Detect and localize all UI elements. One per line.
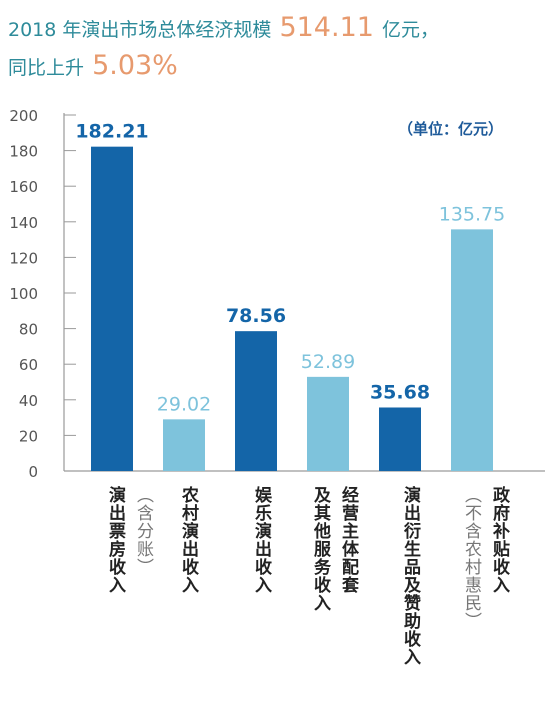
xlabel-4-text: 演出衍生品及赞助收入: [400, 486, 420, 666]
y-tick-label-2: 40: [19, 392, 38, 410]
y-tick-label-3: 60: [19, 356, 38, 374]
xlabel-5-sub-text: （不含农村惠民）: [461, 486, 481, 630]
y-tick-label-7: 140: [9, 214, 38, 232]
xlabel-3-b-text: 及其他服务收入: [310, 486, 330, 612]
xlabel-3-b: 及其他服务收入: [303, 486, 330, 612]
growth-value: 5.03%: [92, 50, 178, 81]
chart-title-line-2: 同比上升 5.03%: [8, 50, 180, 81]
xlabel-0: 演出票房收入: [98, 486, 125, 594]
bar-value-label-1: 29.02: [157, 393, 211, 415]
y-tick-label-9: 180: [9, 143, 38, 161]
bar-value-label-0: 182.21: [75, 121, 148, 143]
chart-title-line-1: 2018 年演出市场总体经济规模 514.11 亿元，: [8, 12, 439, 43]
bar-value-label-5: 135.75: [439, 203, 505, 225]
bar-5: [451, 229, 493, 471]
y-tick-label-8: 160: [9, 178, 38, 196]
xlabel-5-sub: （不含农村惠民）: [454, 486, 481, 630]
xlabel-2: 娱乐演出收入: [244, 486, 271, 594]
y-tick-label-4: 80: [19, 321, 38, 339]
xlabel-0-text: 演出票房收入: [105, 486, 125, 594]
y-tick-label-0: 0: [28, 463, 38, 481]
bar-value-label-2: 78.56: [226, 305, 286, 327]
bar-3: [307, 376, 349, 471]
y-tick-label-1: 20: [19, 427, 38, 445]
bar-4: [379, 407, 421, 471]
bar-1: [163, 419, 205, 471]
title-line2-prefix: 同比上升: [8, 57, 85, 79]
y-tick-label-6: 120: [9, 249, 38, 267]
xlabel-5-text: 政府补贴收入: [489, 486, 509, 594]
xlabel-0-sub: （含分账）: [126, 486, 153, 576]
total-value: 514.11: [279, 12, 374, 43]
xlabel-1: 农村演出收入: [171, 486, 198, 594]
xlabel-1-text: 农村演出收入: [178, 486, 198, 594]
bar-0: [91, 146, 133, 471]
bar-2: [235, 331, 277, 471]
xlabel-3-text: 经营主体配套: [338, 486, 358, 594]
xlabel-3: 经营主体配套: [331, 486, 358, 594]
title-line1-prefix: 2018 年演出市场总体经济规模: [8, 19, 272, 41]
xlabel-0-sub-text: （含分账）: [133, 486, 153, 576]
title-line1-suffix: 亿元，: [381, 19, 439, 41]
xlabel-4: 演出衍生品及赞助收入: [393, 486, 420, 666]
y-tick-label-10: 200: [9, 107, 38, 125]
unit-label: （单位：亿元）: [398, 120, 504, 138]
bar-value-label-4: 35.68: [370, 381, 430, 403]
xlabel-2-text: 娱乐演出收入: [251, 486, 271, 594]
y-tick-label-5: 100: [9, 285, 38, 303]
xlabel-5: 政府补贴收入: [482, 486, 509, 594]
bar-value-label-3: 52.89: [301, 351, 355, 373]
